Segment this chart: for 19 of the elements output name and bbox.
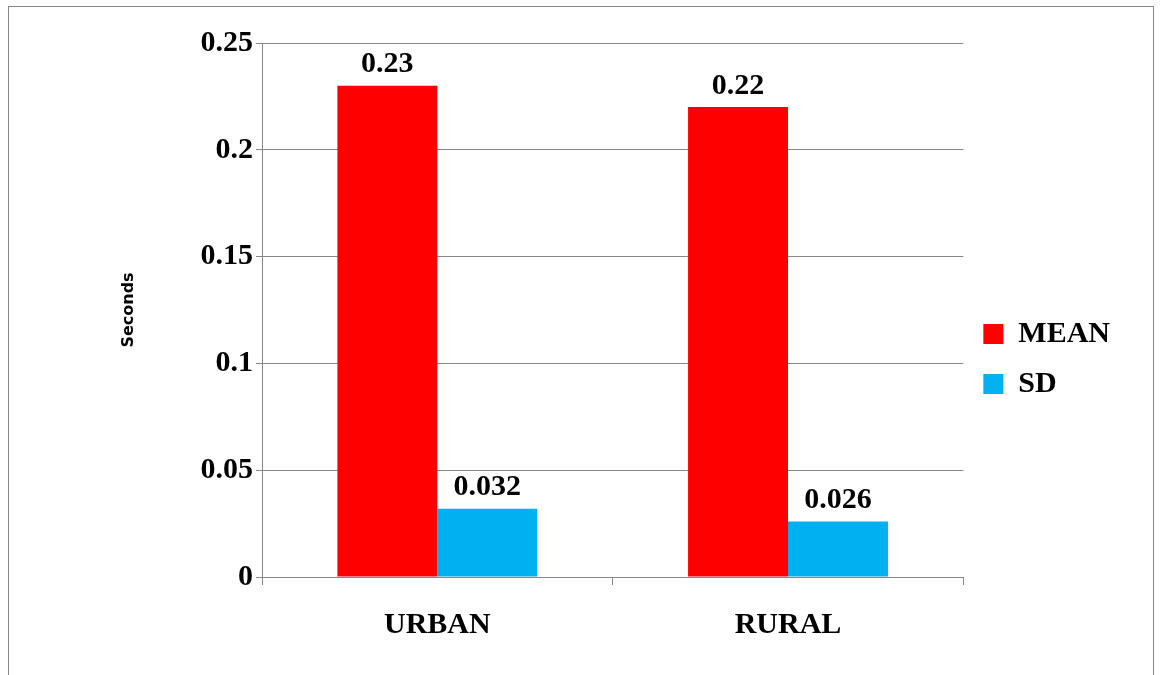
y-tick-label: 0.1: [215, 344, 253, 378]
legend-label: SD: [1018, 364, 1057, 398]
y-tick-label: 0.05: [200, 450, 253, 484]
data-label: 0.032: [453, 468, 522, 502]
bar: [688, 107, 789, 577]
y-tick-label: 0.2: [215, 130, 253, 164]
legend-label: MEAN: [1018, 314, 1111, 348]
bar: [437, 508, 538, 577]
data-label: 0.026: [804, 481, 872, 515]
y-axis-title: Seconds: [117, 272, 137, 348]
y-tick-label: 0: [238, 557, 253, 591]
data-label: 0.23: [361, 45, 414, 79]
y-tick-label: 0.25: [200, 23, 253, 57]
bar: [788, 521, 888, 577]
x-tick-label: RURAL: [734, 605, 842, 639]
data-label: 0.22: [711, 66, 765, 100]
y-tick-label: 0.15: [200, 237, 253, 271]
bar: [337, 85, 438, 577]
x-tick-label: URBAN: [384, 605, 492, 639]
